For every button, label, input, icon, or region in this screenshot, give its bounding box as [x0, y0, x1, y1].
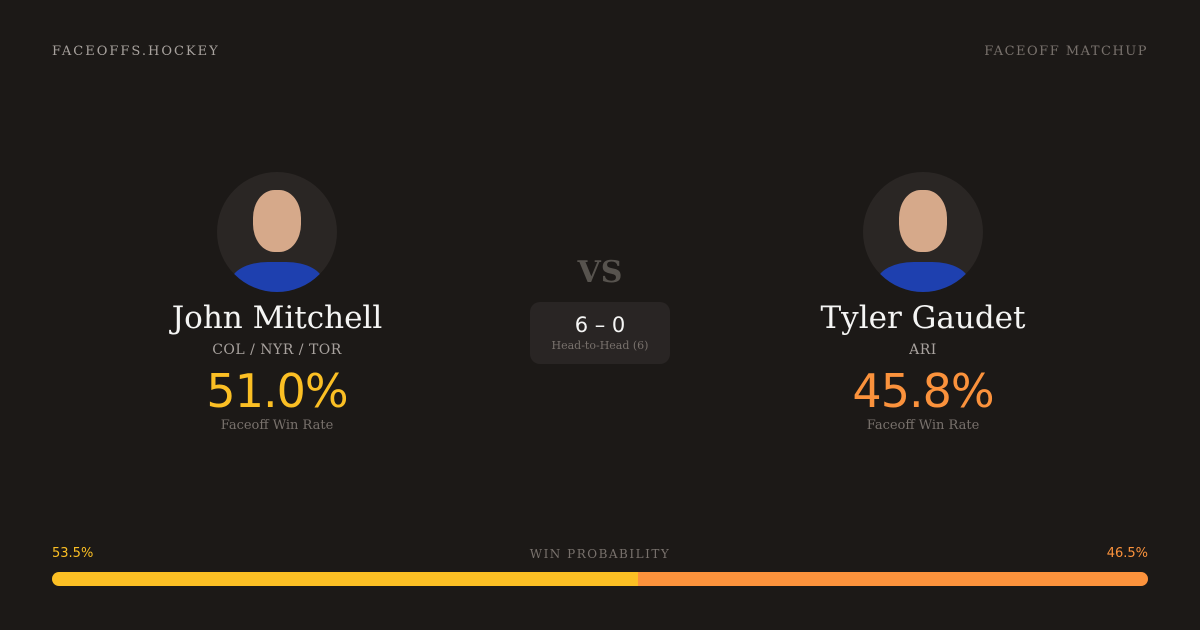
player-name[interactable]: Tyler Gaudet: [820, 300, 1026, 336]
player-avatar: [217, 172, 337, 292]
player-win-rate: 45.8%: [852, 364, 994, 418]
player-teams: ARI: [909, 342, 937, 358]
head-to-head-box: 6 – 0 Head-to-Head (6): [530, 302, 670, 364]
win-probability-title: WIN PROBABILITY: [529, 547, 671, 561]
player-teams: COL / NYR / TOR: [212, 342, 342, 358]
player-card-right: Tyler Gaudet ARI 45.8% Faceoff Win Rate: [763, 172, 1083, 433]
player-win-rate: 51.0%: [206, 364, 348, 418]
win-rate-label: Faceoff Win Rate: [220, 418, 334, 433]
win-probability-left: 53.5%: [52, 546, 94, 561]
player-avatar: [863, 172, 983, 292]
win-probability-right: 46.5%: [1106, 546, 1148, 561]
win-probability-bar-left: [52, 572, 639, 586]
brand-logo[interactable]: FACEOFFS.HOCKEY: [52, 44, 220, 59]
player-name[interactable]: John Mitchell: [171, 300, 383, 336]
head-to-head-score: 6 – 0: [574, 313, 626, 337]
vs-label: VS: [577, 255, 623, 290]
win-rate-label: Faceoff Win Rate: [866, 418, 980, 433]
win-probability-bar-right: [638, 572, 1148, 586]
head-to-head-label: Head-to-Head (6): [551, 339, 649, 352]
page-tag: FACEOFF MATCHUP: [984, 44, 1148, 59]
player-card-left: John Mitchell COL / NYR / TOR 51.0% Face…: [117, 172, 437, 433]
win-probability-bar: [52, 572, 1148, 586]
